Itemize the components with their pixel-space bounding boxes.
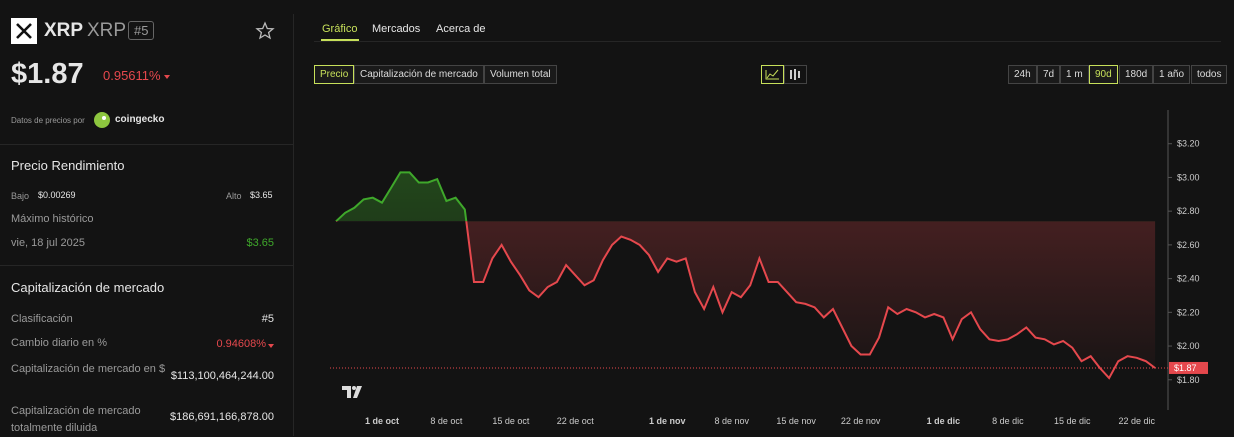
area: [336, 172, 1156, 222]
rank-badge: #5: [128, 21, 155, 40]
x-tick-label: 8 de dic: [992, 416, 1024, 426]
x-tick-label: 1 de dic: [927, 416, 961, 426]
row-value: #5: [261, 313, 274, 325]
current-price-label: $1.87: [1174, 363, 1197, 373]
x-tick-label: 8 de nov: [714, 416, 749, 426]
row-value: 0.94608%: [216, 338, 266, 350]
metric-button[interactable]: Precio: [314, 65, 355, 84]
low-value: $0.00269: [38, 190, 76, 200]
divider: [0, 144, 293, 145]
x-tick-label: 15 de dic: [1054, 416, 1091, 426]
y-tick-label: $2.40: [1177, 274, 1200, 284]
tab[interactable]: Mercados: [372, 23, 421, 35]
price: $1.87: [11, 58, 84, 90]
high-value: $3.65: [250, 190, 273, 200]
x-tick-label: 22 de dic: [1118, 416, 1155, 426]
provider-logo: [94, 112, 110, 128]
section-title: Precio Rendimiento: [11, 158, 125, 173]
chart-type-toggle[interactable]: [761, 65, 807, 84]
panel-divider: [293, 14, 294, 436]
row-label: Clasificación: [11, 313, 73, 325]
source-label: Datos de precios por: [11, 116, 85, 125]
provider: coingecko: [115, 114, 165, 125]
x-tick-label: 8 de oct: [430, 416, 463, 426]
range-button[interactable]: 24h: [1008, 65, 1037, 84]
tab-indicator: [321, 39, 359, 41]
row-value: $113,100,464,244.00: [170, 370, 274, 382]
range-button[interactable]: 1 m: [1060, 65, 1089, 84]
y-tick-label: $2.00: [1177, 341, 1200, 351]
metric-button[interactable]: Capitalización de mercado: [354, 65, 484, 84]
up-part: [335, 171, 1156, 222]
y-tick-label: $2.80: [1177, 206, 1200, 216]
low-label: Bajo: [11, 191, 30, 201]
range-button[interactable]: todos: [1191, 65, 1228, 84]
ath-label: Máximo histórico: [11, 213, 94, 225]
row-label: Capitalización de mercado en $: [11, 363, 166, 375]
range-button[interactable]: 7d: [1037, 65, 1061, 84]
range-button[interactable]: 180d: [1119, 65, 1154, 84]
x-tick-label: 22 de oct: [557, 416, 595, 426]
y-tick-label: $2.20: [1177, 307, 1200, 317]
tab-divider: [314, 41, 1221, 42]
y-tick-label: $3.00: [1177, 172, 1200, 182]
x-tick-label: 15 de nov: [776, 416, 816, 426]
x-tick-label: 1 de oct: [365, 416, 399, 426]
symbol: XRP: [44, 20, 84, 41]
current-price-box: [1169, 361, 1208, 374]
price-line: [335, 221, 1156, 380]
favorite-star[interactable]: [255, 21, 275, 41]
metric-button[interactable]: Volumen total: [484, 65, 557, 84]
row-value: $186,691,166,878.00: [170, 411, 274, 423]
x-tick-label: 22 de nov: [841, 416, 881, 426]
ath-value: $3.65: [246, 237, 274, 249]
tab[interactable]: Gráfico: [322, 23, 358, 35]
x-tick-label: 1 de nov: [649, 416, 686, 426]
y-tick-label: $2.60: [1177, 240, 1200, 250]
tab[interactable]: Acerca de: [436, 23, 486, 35]
logo: [11, 18, 37, 44]
divider: [0, 265, 293, 266]
row-label: Cambio diario en %: [11, 337, 107, 349]
range-button[interactable]: 90d: [1089, 65, 1118, 84]
high-label: Alto: [226, 191, 242, 201]
down-arrow: [164, 75, 170, 79]
y-tick-label: $3.20: [1177, 139, 1200, 149]
x-tick-label: 15 de oct: [492, 416, 530, 426]
down-arrow: [268, 344, 274, 348]
down-part: [335, 221, 1156, 380]
price-change: 0.95611%: [103, 68, 161, 83]
range-button[interactable]: 1 año: [1153, 65, 1191, 84]
y-tick-label: $1.80: [1177, 375, 1200, 385]
area: [336, 221, 1156, 379]
name: XRP: [87, 20, 127, 41]
ath-date: vie, 18 jul 2025: [11, 237, 85, 249]
tradingview-logo: [342, 386, 362, 398]
section-title: Capitalización de mercado: [11, 280, 165, 295]
row-label: Capitalización de mercado totalmente dil…: [11, 405, 141, 434]
